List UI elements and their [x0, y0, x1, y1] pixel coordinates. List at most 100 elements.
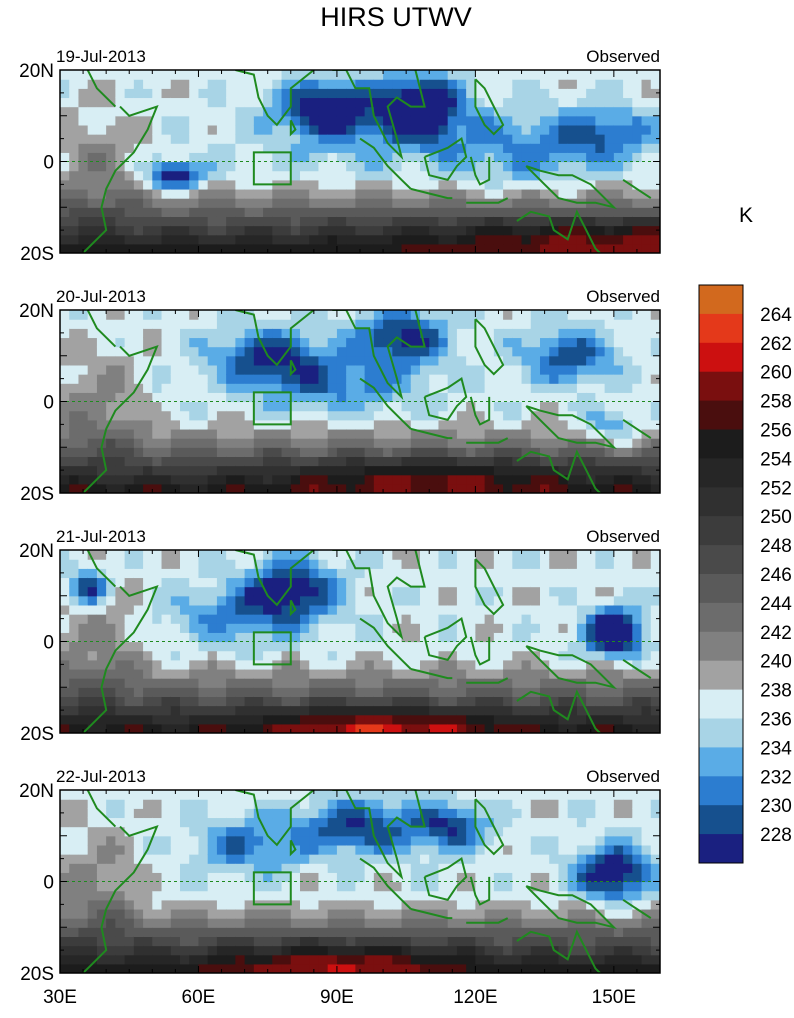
heatmap-cell [208, 909, 218, 919]
heatmap-cell [429, 328, 439, 338]
heatmap-cell [300, 660, 310, 670]
heatmap-cell [171, 116, 181, 126]
heatmap-cell [355, 642, 365, 652]
heatmap-cell [254, 836, 264, 846]
heatmap-cell [402, 456, 412, 466]
y-tick-label: 20N [19, 61, 54, 82]
heatmap-cell [208, 244, 218, 254]
heatmap-cell [522, 623, 532, 633]
heatmap-cell [171, 799, 181, 809]
heatmap-cell [152, 900, 162, 910]
heatmap-cell [125, 669, 135, 679]
heatmap-cell [78, 587, 88, 597]
heatmap-cell [198, 918, 208, 928]
heatmap-cell [549, 447, 559, 457]
heatmap-cell [291, 328, 301, 338]
heatmap-cell [152, 402, 162, 412]
heatmap-cell [125, 180, 135, 190]
heatmap-cell [328, 456, 338, 466]
heatmap-cell [402, 882, 412, 892]
heatmap-cell [60, 927, 70, 937]
heatmap-cell [318, 392, 328, 402]
heatmap-cell [586, 207, 596, 217]
heatmap-cell [402, 365, 412, 375]
heatmap-cell [651, 475, 661, 485]
heatmap-cell [605, 125, 615, 135]
heatmap-cell [457, 605, 467, 615]
heatmap-cell [448, 392, 458, 402]
heatmap-cell [651, 687, 661, 697]
heatmap-cell [614, 171, 624, 181]
heatmap-cell [522, 328, 532, 338]
heatmap-cell [346, 568, 356, 578]
heatmap-cell [291, 891, 301, 901]
heatmap-cell [152, 392, 162, 402]
heatmap-cell [475, 162, 485, 172]
heatmap-cell [392, 927, 402, 937]
heatmap-cell [568, 587, 578, 597]
heatmap-cell [494, 577, 504, 587]
heatmap-cell [374, 715, 384, 725]
heatmap-cell [346, 936, 356, 946]
heatmap-cell [291, 383, 301, 393]
heatmap-cell [485, 550, 495, 560]
heatmap-cell [485, 189, 495, 199]
heatmap-cell [318, 484, 328, 494]
heatmap-cell [355, 827, 365, 837]
heatmap-cell [503, 687, 513, 697]
heatmap-cell [162, 790, 172, 800]
heatmap-cell [402, 429, 412, 439]
heatmap-cell [577, 623, 587, 633]
heatmap-cell [198, 347, 208, 357]
heatmap-cell [189, 484, 199, 494]
heatmap-cell [457, 642, 467, 652]
heatmap-cell [69, 863, 79, 873]
heatmap-cell [115, 143, 125, 153]
heatmap-cell [568, 88, 578, 98]
heatmap-cell [69, 244, 79, 254]
heatmap-cell [355, 456, 365, 466]
heatmap-cell [355, 872, 365, 882]
heatmap-cell [318, 827, 328, 837]
heatmap-cell [162, 392, 172, 402]
heatmap-cell [198, 955, 208, 965]
heatmap-cell [558, 456, 568, 466]
heatmap-cell [189, 687, 199, 697]
heatmap-cell [300, 827, 310, 837]
heatmap-cell [180, 863, 190, 873]
heatmap-cell [226, 936, 236, 946]
heatmap-cell [226, 559, 236, 569]
heatmap-cell [171, 651, 181, 661]
heatmap-cell [254, 429, 264, 439]
heatmap-cell [346, 466, 356, 476]
heatmap-cell [457, 678, 467, 688]
heatmap-cell [318, 936, 328, 946]
heatmap-cell [365, 651, 375, 661]
heatmap-cell [318, 456, 328, 466]
heatmap-cell [97, 827, 107, 837]
heatmap-cell [586, 171, 596, 181]
heatmap-cell [392, 356, 402, 366]
heatmap-cell [180, 669, 190, 679]
heatmap-cell [392, 466, 402, 476]
heatmap-cell [217, 116, 227, 126]
heatmap-cell [503, 623, 513, 633]
heatmap-cell [577, 162, 587, 172]
heatmap-cell [171, 845, 181, 855]
heatmap-cell [180, 836, 190, 846]
heatmap-cell [623, 596, 633, 606]
heatmap-cell [466, 687, 476, 697]
heatmap-cell [595, 550, 605, 560]
heatmap-cell [134, 189, 144, 199]
heatmap-cell [189, 171, 199, 181]
heatmap-cell [651, 189, 661, 199]
heatmap-cell [374, 799, 384, 809]
heatmap-cell [429, 347, 439, 357]
heatmap-cell [540, 97, 550, 107]
heatmap-cell [152, 475, 162, 485]
heatmap-cell [328, 568, 338, 578]
heatmap-cell [254, 687, 264, 697]
heatmap-cell [531, 328, 541, 338]
heatmap-cell [171, 337, 181, 347]
heatmap-cell [632, 365, 642, 375]
